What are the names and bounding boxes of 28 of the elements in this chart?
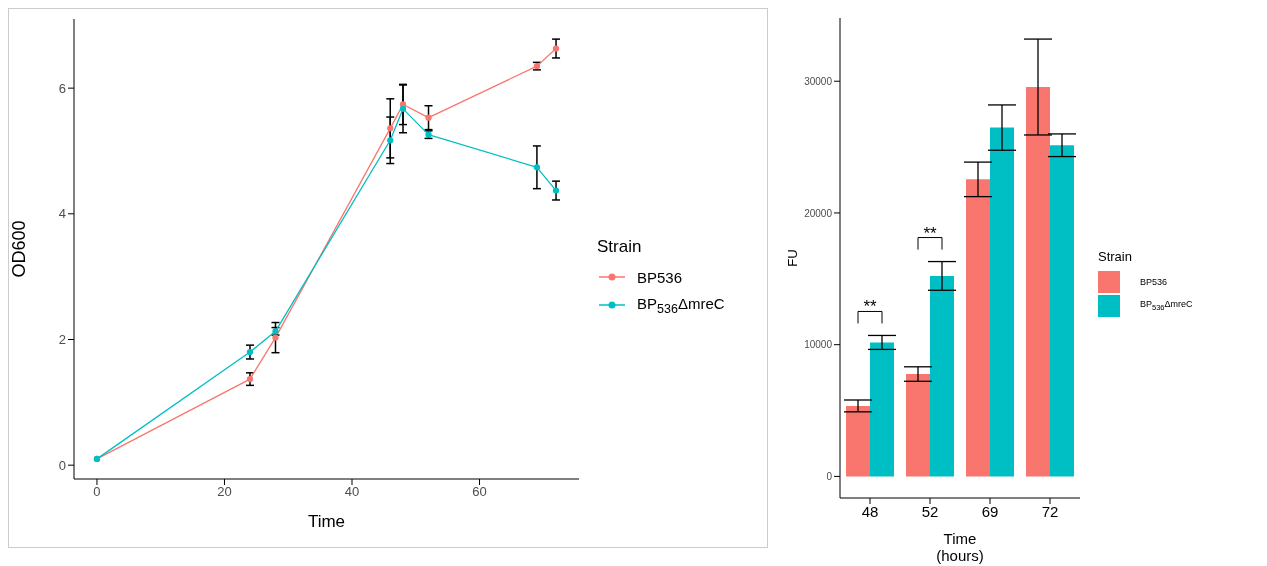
legend-label: BP$_{536}$ΔmreC — [637, 294, 725, 316]
x-tick-label: 0 — [93, 484, 101, 500]
y-tick-label: 0 — [58, 457, 66, 473]
y-axis-title: FU — [784, 249, 800, 267]
text: BP$_{536}$ΔmreC — [1140, 299, 1193, 312]
x-tick-label: 52 — [921, 502, 939, 520]
legend-title: Strain — [1098, 248, 1133, 264]
y-axis-title: OD600 — [9, 220, 30, 278]
y-tick-label: 6 — [58, 80, 66, 96]
x-tick-label: 72 — [1041, 502, 1059, 520]
x-tick-label: 60 — [472, 484, 487, 500]
x-axis-title: Time — [307, 512, 346, 531]
y-tick-label: 30000 — [804, 75, 833, 87]
x-tick-label: 48 — [861, 502, 879, 520]
text: BP536 — [1140, 276, 1168, 287]
y-tick-label: 0 — [826, 470, 833, 482]
x-axis-title: Time (hours) — [935, 530, 985, 564]
x-tick-label: 69 — [981, 502, 999, 520]
legend-label: BP536 — [637, 268, 683, 286]
annotation: ** — [923, 223, 937, 243]
x-tick-label: 20 — [217, 484, 232, 500]
x-tick-label: 40 — [344, 484, 360, 500]
y-tick-label: 4 — [58, 206, 66, 222]
y-tick-label: 10000 — [804, 339, 833, 351]
annotation: ** — [863, 297, 877, 317]
legend-title: Strain — [597, 237, 643, 257]
y-tick-label: 20000 — [804, 207, 833, 219]
y-tick-label: 2 — [58, 332, 66, 348]
